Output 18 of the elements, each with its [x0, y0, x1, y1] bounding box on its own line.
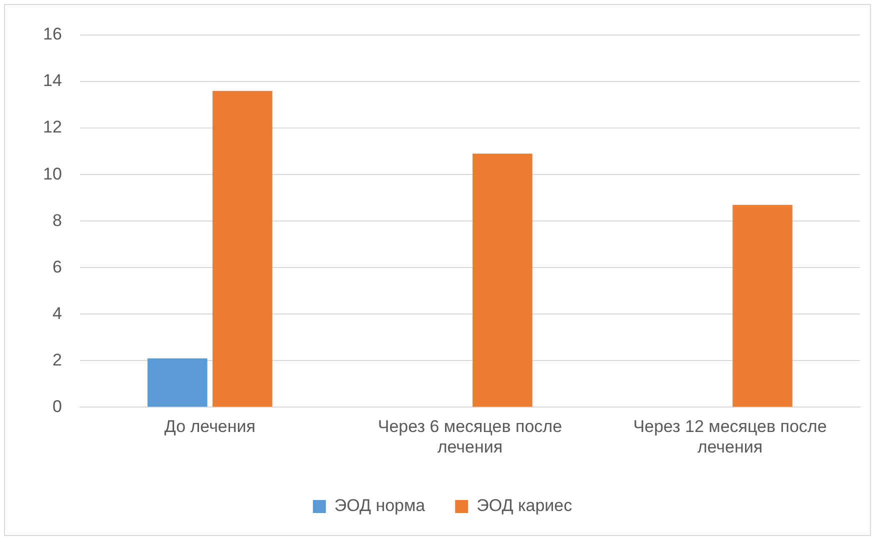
bar	[472, 154, 532, 407]
bar	[732, 204, 792, 407]
y-tick-label: 0	[52, 396, 62, 416]
bar	[148, 358, 208, 407]
y-tick-label: 8	[52, 210, 62, 230]
legend-label: ЭОД кариес	[476, 496, 573, 516]
y-tick-label: 16	[42, 24, 62, 44]
y-tick-label: 12	[42, 118, 62, 137]
y-tick-label: 6	[52, 257, 62, 276]
x-tick-label: До лечения	[164, 417, 256, 436]
x-tick-label: Через 12 месяцев после лечения	[633, 417, 827, 456]
y-tick-label: 14	[42, 71, 62, 90]
y-tick-label: 2	[52, 350, 62, 370]
legend-label: ЭОД норма	[334, 496, 426, 516]
x-tick-label: Через 6 месяцев после лечения	[378, 417, 562, 456]
y-tick-label: 10	[42, 164, 62, 184]
y-tick-label: 4	[52, 304, 62, 323]
bar	[212, 90, 272, 407]
